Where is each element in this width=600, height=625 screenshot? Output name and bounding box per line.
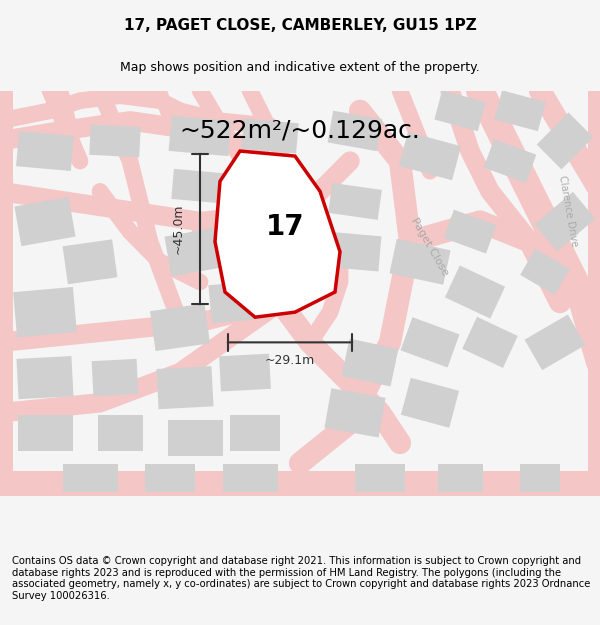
Polygon shape xyxy=(494,90,545,131)
Text: Paget Close: Paget Close xyxy=(409,216,451,278)
Polygon shape xyxy=(171,169,229,204)
Polygon shape xyxy=(241,119,299,153)
Polygon shape xyxy=(97,416,143,451)
Polygon shape xyxy=(145,464,195,492)
Polygon shape xyxy=(437,464,482,492)
Polygon shape xyxy=(520,464,560,492)
Polygon shape xyxy=(535,192,595,251)
Polygon shape xyxy=(401,318,460,368)
Polygon shape xyxy=(219,354,271,391)
Text: 17: 17 xyxy=(266,213,304,241)
Polygon shape xyxy=(164,227,226,276)
Polygon shape xyxy=(16,131,74,171)
Polygon shape xyxy=(520,249,570,295)
Polygon shape xyxy=(484,139,536,183)
Polygon shape xyxy=(17,416,73,451)
Text: Map shows position and indicative extent of the property.: Map shows position and indicative extent… xyxy=(120,61,480,74)
Polygon shape xyxy=(89,124,141,158)
Polygon shape xyxy=(325,388,386,438)
Text: ~45.0m: ~45.0m xyxy=(172,204,185,254)
Polygon shape xyxy=(92,359,139,396)
Text: Contains OS data © Crown copyright and database right 2021. This information is : Contains OS data © Crown copyright and d… xyxy=(12,556,590,601)
Polygon shape xyxy=(16,356,74,399)
Polygon shape xyxy=(537,112,593,169)
Polygon shape xyxy=(215,151,340,317)
Polygon shape xyxy=(223,464,277,492)
Polygon shape xyxy=(399,132,461,180)
Polygon shape xyxy=(444,209,496,254)
Polygon shape xyxy=(157,366,214,409)
Text: Clarence Drive: Clarence Drive xyxy=(557,175,579,248)
Polygon shape xyxy=(167,421,223,456)
Polygon shape xyxy=(434,90,485,131)
Polygon shape xyxy=(462,317,518,368)
Polygon shape xyxy=(329,232,382,271)
Text: ~29.1m: ~29.1m xyxy=(265,354,315,367)
Polygon shape xyxy=(230,416,280,451)
Polygon shape xyxy=(62,239,118,284)
Polygon shape xyxy=(13,287,77,338)
Polygon shape xyxy=(445,266,505,319)
Polygon shape xyxy=(355,464,405,492)
Polygon shape xyxy=(389,239,451,285)
Polygon shape xyxy=(62,464,118,492)
Polygon shape xyxy=(328,111,382,151)
Polygon shape xyxy=(208,281,262,323)
Polygon shape xyxy=(217,219,273,264)
Polygon shape xyxy=(14,197,76,246)
Polygon shape xyxy=(169,116,232,156)
Polygon shape xyxy=(401,378,459,428)
Polygon shape xyxy=(150,304,210,351)
Polygon shape xyxy=(341,339,398,386)
Text: ~522m²/~0.129ac.: ~522m²/~0.129ac. xyxy=(179,119,421,143)
Text: 17, PAGET CLOSE, CAMBERLEY, GU15 1PZ: 17, PAGET CLOSE, CAMBERLEY, GU15 1PZ xyxy=(124,18,476,33)
Polygon shape xyxy=(328,183,382,220)
Polygon shape xyxy=(524,314,586,370)
